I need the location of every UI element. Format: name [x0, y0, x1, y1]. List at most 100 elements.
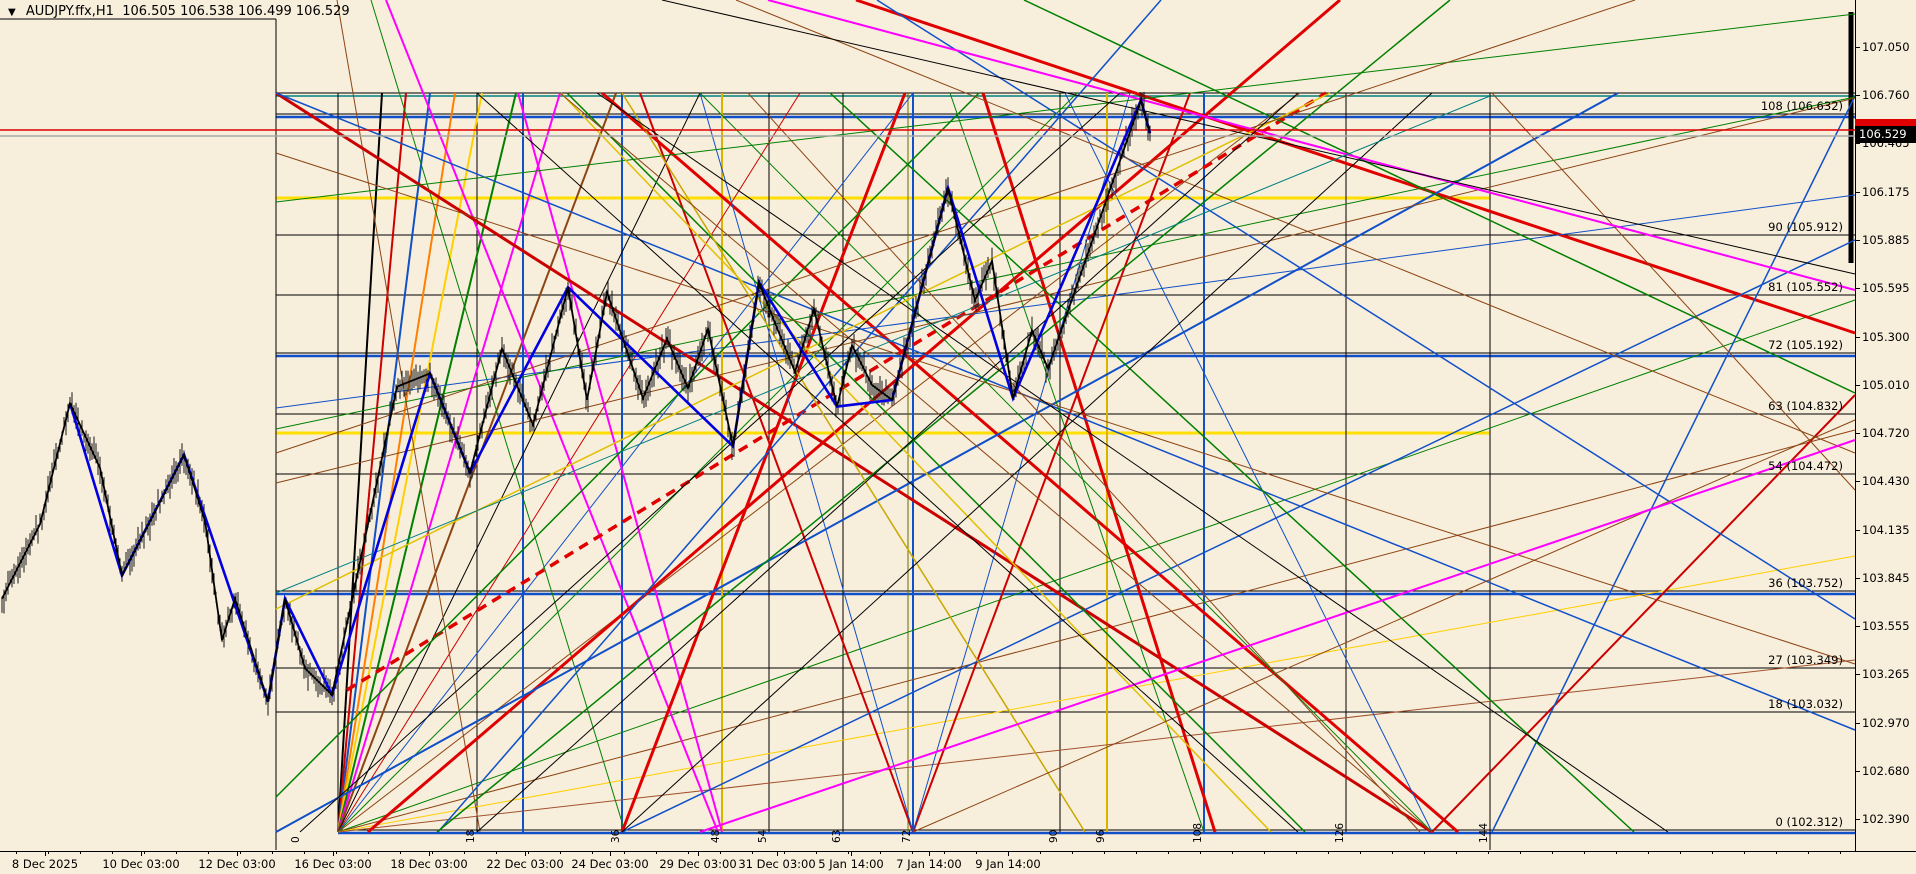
gann-column-label: 144: [1478, 822, 1490, 843]
time-tick: [1584, 851, 1585, 854]
price-axis-border: [1855, 0, 1856, 851]
time-tick: [1552, 851, 1553, 854]
price-tick-label: 104.430: [1862, 474, 1910, 488]
time-tick: [656, 851, 657, 854]
time-tick: [208, 851, 209, 854]
time-tick-major: [429, 851, 430, 856]
time-tick: [944, 851, 945, 854]
time-tick: [464, 851, 465, 854]
time-tick: [528, 851, 529, 854]
gann-level-label: 81 (105.552): [1768, 280, 1843, 294]
time-tick: [624, 851, 625, 854]
gann-level-label: 0 (102.312): [1775, 815, 1843, 829]
time-tick: [1392, 851, 1393, 854]
price-tick-label: 104.135: [1862, 523, 1910, 537]
price-tick: [1855, 433, 1860, 434]
time-tick: [432, 851, 433, 854]
gann-column-label: 72: [901, 829, 913, 843]
price-tick-label: 104.720: [1862, 426, 1910, 440]
time-tick: [1776, 851, 1777, 854]
time-tick: [688, 851, 689, 854]
gann-level-label: 90 (105.912): [1768, 220, 1843, 234]
gann-level-label: 72 (105.192): [1768, 338, 1843, 352]
price-tick-label: 103.555: [1862, 619, 1910, 633]
time-tick-label: 7 Jan 14:00: [896, 857, 962, 871]
gann-column-label: 108: [1192, 822, 1204, 843]
price-tick: [1855, 385, 1860, 386]
time-tick: [784, 851, 785, 854]
price-tick: [1855, 47, 1860, 48]
price-tick: [1855, 337, 1860, 338]
time-tick: [144, 851, 145, 854]
gann-level-label: 108 (106.632): [1760, 99, 1843, 113]
time-tick-major: [1008, 851, 1009, 856]
time-tick: [848, 851, 849, 854]
price-tick: [1855, 240, 1860, 241]
time-tick: [1424, 851, 1425, 854]
time-tick: [752, 851, 753, 854]
gann-column-label: 36: [610, 829, 622, 843]
gann-column-label: 96: [1095, 829, 1107, 843]
gann-column-label: 90: [1048, 829, 1060, 843]
time-tick-label: 29 Dec 03:00: [659, 857, 737, 871]
time-tick-label: 8 Dec 2025: [11, 857, 79, 871]
price-tick: [1855, 481, 1860, 482]
time-tick-major: [698, 851, 699, 856]
time-tick: [1616, 851, 1617, 854]
price-tick: [1855, 771, 1860, 772]
price-tick: [1855, 626, 1860, 627]
gann-column-label: 54: [757, 829, 769, 843]
time-tick: [496, 851, 497, 854]
price-tick-label: 106.760: [1862, 88, 1910, 102]
time-tick-label: 24 Dec 03:00: [571, 857, 649, 871]
time-tick-major: [333, 851, 334, 856]
time-tick-major: [610, 851, 611, 856]
time-tick: [720, 851, 721, 854]
price-tick-label: 103.265: [1862, 667, 1910, 681]
time-tick: [1264, 851, 1265, 854]
time-tick-label: 18 Dec 03:00: [390, 857, 468, 871]
gann-column-label: 48: [710, 829, 722, 843]
chart-title: ▼ AUDJPY.ffx,H1 106.505 106.538 106.499 …: [8, 4, 350, 19]
price-tick: [1855, 674, 1860, 675]
time-tick: [560, 851, 561, 854]
time-tick: [1648, 851, 1649, 854]
price-tick-label: 105.010: [1862, 378, 1910, 392]
symbol-period-label: AUDJPY.ffx,H1: [25, 4, 114, 19]
gann-level-label: 63 (104.832): [1768, 399, 1843, 413]
time-tick: [1040, 851, 1041, 854]
time-tick: [912, 851, 913, 854]
gann-level-label: 54 (104.472): [1768, 459, 1843, 473]
ask-price-marker: [1855, 119, 1916, 126]
quote-close: 106.529: [295, 4, 350, 19]
symbol-dropdown-icon[interactable]: ▼: [8, 7, 16, 18]
price-tick: [1855, 95, 1860, 96]
time-tick: [1744, 851, 1745, 854]
price-tick-label: 102.970: [1862, 716, 1910, 730]
price-tick-label: 105.595: [1862, 281, 1910, 295]
time-tick-label: 9 Jan 14:00: [975, 857, 1041, 871]
time-tick-major: [237, 851, 238, 856]
time-tick-label: 31 Dec 03:00: [738, 857, 816, 871]
gann-column-label: 18: [465, 829, 477, 843]
price-tick-label: 103.845: [1862, 571, 1910, 585]
time-tick: [368, 851, 369, 854]
price-tick: [1855, 578, 1860, 579]
time-tick-label: 5 Jan 14:00: [818, 857, 884, 871]
time-tick-label: 22 Dec 03:00: [486, 857, 564, 871]
time-tick: [816, 851, 817, 854]
time-axis-border: [0, 851, 1916, 852]
time-tick: [272, 851, 273, 854]
price-tick: [1855, 530, 1860, 531]
time-tick-major: [45, 851, 46, 856]
gann-level-label: 27 (103.349): [1768, 653, 1843, 667]
time-tick: [1072, 851, 1073, 854]
gann-column-label: 126: [1334, 822, 1346, 843]
time-tick: [48, 851, 49, 854]
time-tick: [592, 851, 593, 854]
time-tick: [1712, 851, 1713, 854]
price-tick: [1855, 723, 1860, 724]
time-tick-label: 12 Dec 03:00: [198, 857, 276, 871]
